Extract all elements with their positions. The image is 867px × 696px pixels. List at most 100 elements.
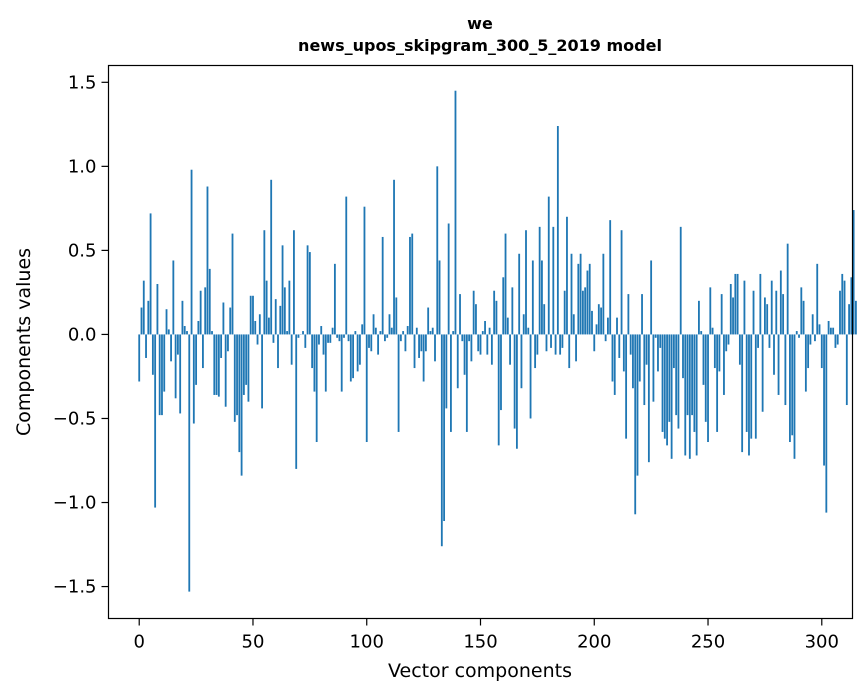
bar-80 (320, 326, 323, 335)
bar-117 (404, 334, 407, 352)
bar-291 (800, 287, 803, 335)
bar-146 (470, 334, 473, 362)
bar-2 (142, 280, 145, 335)
bar-8 (156, 284, 159, 335)
bar-48 (247, 334, 250, 402)
bar-225 (650, 260, 653, 335)
bar-274 (761, 334, 764, 412)
bar-145 (468, 334, 471, 342)
bar-77 (313, 334, 316, 392)
bar-141 (459, 294, 461, 335)
bar-56 (265, 280, 268, 335)
y-tick-label: 1.5 (68, 72, 97, 93)
bar-298 (816, 263, 819, 335)
bar-43 (236, 334, 238, 416)
bar-190 (570, 253, 573, 335)
bar-272 (757, 334, 759, 348)
bar-44 (238, 334, 241, 453)
bar-101 (368, 334, 370, 348)
bar-136 (447, 223, 450, 335)
bar-54 (261, 334, 263, 409)
bar-249 (704, 334, 707, 422)
bar-121 (413, 334, 416, 369)
bar-301 (823, 334, 825, 466)
y-tick-label: 0.5 (68, 240, 97, 261)
bar-223 (645, 334, 648, 365)
bar-258 (725, 334, 728, 352)
bar-161 (504, 233, 507, 335)
bar-64 (283, 287, 286, 335)
bar-85 (331, 327, 334, 335)
bar-38 (224, 334, 227, 407)
bar-76 (311, 334, 314, 369)
bar-224 (647, 334, 650, 463)
bar-164 (511, 287, 514, 335)
bar-245 (695, 334, 698, 456)
bar-265 (741, 334, 744, 453)
bar-119 (409, 236, 411, 335)
bar-156 (493, 290, 496, 335)
bar-277 (768, 334, 771, 348)
bar-306 (834, 334, 837, 348)
bar-305 (832, 327, 835, 335)
bar-170 (525, 230, 527, 335)
bar-219 (636, 334, 639, 476)
bar-276 (766, 304, 769, 335)
bar-252 (711, 327, 714, 335)
bar-116 (402, 331, 405, 335)
bar-53 (258, 314, 261, 335)
bar-87 (336, 334, 339, 338)
bar-211 (618, 334, 621, 358)
bar-99 (363, 206, 366, 335)
bar-266 (743, 280, 746, 335)
bar-39 (227, 334, 229, 352)
bar-215 (627, 294, 630, 335)
bar-14 (170, 334, 172, 362)
y-tick-label: −1.5 (53, 577, 97, 598)
bar-97 (359, 334, 361, 365)
bar-91 (345, 196, 348, 335)
bar-166 (515, 334, 518, 449)
bar-27 (199, 290, 202, 335)
bar-186 (561, 334, 564, 348)
bar-142 (461, 334, 464, 342)
bar-1 (140, 307, 143, 335)
bar-185 (559, 334, 562, 355)
bar-263 (736, 273, 739, 335)
bar-213 (622, 334, 625, 372)
bar-257 (723, 334, 725, 395)
bar-165 (513, 334, 516, 429)
bar-304 (829, 327, 832, 335)
bar-198 (588, 263, 591, 335)
chart-title-line1: we (467, 14, 493, 33)
bar-105 (377, 334, 380, 355)
bar-283 (782, 294, 785, 335)
bar-294 (807, 334, 810, 369)
bar-243 (691, 334, 694, 416)
bar-195 (581, 290, 584, 335)
bar-89 (340, 334, 343, 392)
bar-4 (147, 300, 150, 335)
bar-13 (167, 329, 170, 335)
bar-67 (290, 334, 293, 365)
bar-129 (431, 327, 434, 335)
bar-94 (352, 334, 354, 379)
bar-73 (304, 334, 307, 348)
bar-20 (183, 326, 186, 335)
bar-133 (440, 334, 443, 547)
bar-244 (693, 334, 696, 432)
bar-176 (538, 226, 541, 335)
bar-79 (318, 334, 320, 345)
bar-147 (472, 290, 475, 335)
bar-124 (420, 334, 423, 352)
bar-256 (720, 294, 723, 335)
bar-107 (381, 236, 384, 335)
bar-61 (277, 334, 279, 369)
bar-240 (684, 334, 687, 456)
bar-202 (597, 304, 600, 335)
bar-311 (845, 334, 848, 406)
bar-46 (242, 334, 245, 395)
bar-30 (206, 186, 209, 335)
bar-120 (411, 233, 414, 335)
bar-262 (734, 273, 737, 335)
